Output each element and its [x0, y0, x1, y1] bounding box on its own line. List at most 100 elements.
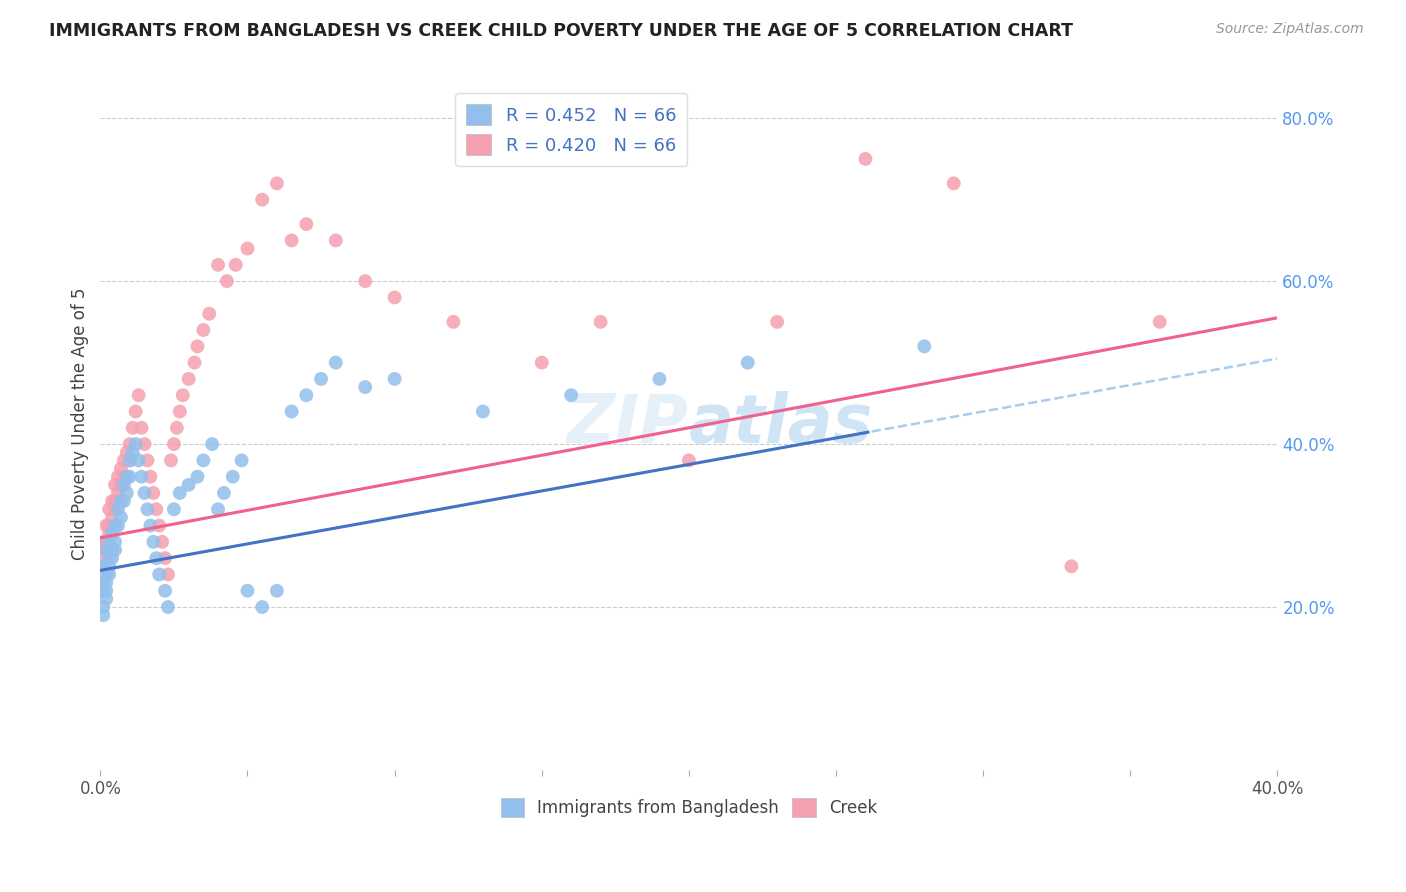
Point: [101, 526, 124, 541]
Point: [153, 551, 176, 566]
Point: [384, 290, 406, 304]
Point: [107, 518, 129, 533]
Legend: Immigrants from Bangladesh, Creek: Immigrants from Bangladesh, Creek: [494, 791, 884, 824]
Point: [91, 551, 114, 566]
Point: [443, 315, 465, 329]
Point: [384, 372, 406, 386]
Point: [160, 453, 183, 467]
Point: [201, 437, 224, 451]
Point: [193, 323, 215, 337]
Text: atlas: atlas: [689, 391, 873, 457]
Point: [101, 510, 124, 524]
Point: [280, 234, 302, 248]
Point: [142, 486, 165, 500]
Point: [115, 469, 138, 483]
Point: [112, 494, 135, 508]
Point: [236, 242, 259, 256]
Text: IMMIGRANTS FROM BANGLADESH VS CREEK CHILD POVERTY UNDER THE AGE OF 5 CORRELATION: IMMIGRANTS FROM BANGLADESH VS CREEK CHIL…: [49, 22, 1073, 40]
Point: [145, 551, 167, 566]
Point: [110, 494, 132, 508]
Point: [104, 494, 127, 508]
Point: [107, 469, 129, 483]
Point: [737, 356, 759, 370]
Point: [157, 567, 180, 582]
Point: [648, 372, 671, 386]
Point: [96, 583, 118, 598]
Point: [98, 518, 121, 533]
Point: [115, 445, 138, 459]
Point: [186, 339, 208, 353]
Point: [250, 600, 273, 615]
Point: [266, 177, 288, 191]
Point: [91, 559, 114, 574]
Point: [139, 518, 162, 533]
Point: [225, 258, 247, 272]
Point: [142, 534, 165, 549]
Point: [134, 486, 156, 500]
Point: [96, 575, 118, 590]
Point: [128, 453, 150, 467]
Point: [231, 453, 253, 467]
Point: [91, 608, 114, 623]
Point: [101, 494, 124, 508]
Point: [104, 543, 127, 558]
Point: [215, 274, 238, 288]
Point: [96, 518, 118, 533]
Point: [110, 510, 132, 524]
Point: [134, 437, 156, 451]
Point: [96, 543, 118, 558]
Point: [193, 453, 215, 467]
Point: [148, 518, 170, 533]
Point: [118, 469, 141, 483]
Point: [163, 437, 186, 451]
Point: [128, 388, 150, 402]
Point: [91, 559, 114, 574]
Point: [121, 421, 143, 435]
Point: [96, 591, 118, 606]
Point: [98, 559, 121, 574]
Point: [110, 478, 132, 492]
Point: [101, 551, 124, 566]
Point: [104, 518, 127, 533]
Point: [177, 372, 200, 386]
Point: [96, 567, 118, 582]
Point: [169, 404, 191, 418]
Point: [153, 583, 176, 598]
Point: [912, 339, 935, 353]
Point: [309, 372, 332, 386]
Point: [91, 600, 114, 615]
Point: [354, 380, 377, 394]
Point: [131, 421, 153, 435]
Point: [295, 217, 318, 231]
Point: [148, 567, 170, 582]
Point: [107, 502, 129, 516]
Point: [250, 193, 273, 207]
Point: [131, 469, 153, 483]
Text: Source: ZipAtlas.com: Source: ZipAtlas.com: [1216, 22, 1364, 37]
Point: [236, 583, 259, 598]
Point: [222, 469, 245, 483]
Point: [855, 152, 877, 166]
Point: [678, 453, 700, 467]
Point: [471, 404, 494, 418]
Point: [354, 274, 377, 288]
Point: [183, 356, 205, 370]
Point: [145, 502, 167, 516]
Point: [136, 453, 159, 467]
Point: [163, 502, 186, 516]
Point: [589, 315, 612, 329]
Point: [107, 486, 129, 500]
Y-axis label: Child Poverty Under the Age of 5: Child Poverty Under the Age of 5: [72, 287, 89, 560]
Point: [112, 478, 135, 492]
Point: [766, 315, 789, 329]
Point: [942, 177, 965, 191]
Point: [121, 445, 143, 459]
Point: [325, 356, 347, 370]
Point: [207, 258, 229, 272]
Point: [166, 421, 188, 435]
Text: ZIP: ZIP: [567, 391, 689, 457]
Point: [91, 583, 114, 598]
Point: [124, 404, 146, 418]
Point: [139, 469, 162, 483]
Point: [177, 478, 200, 492]
